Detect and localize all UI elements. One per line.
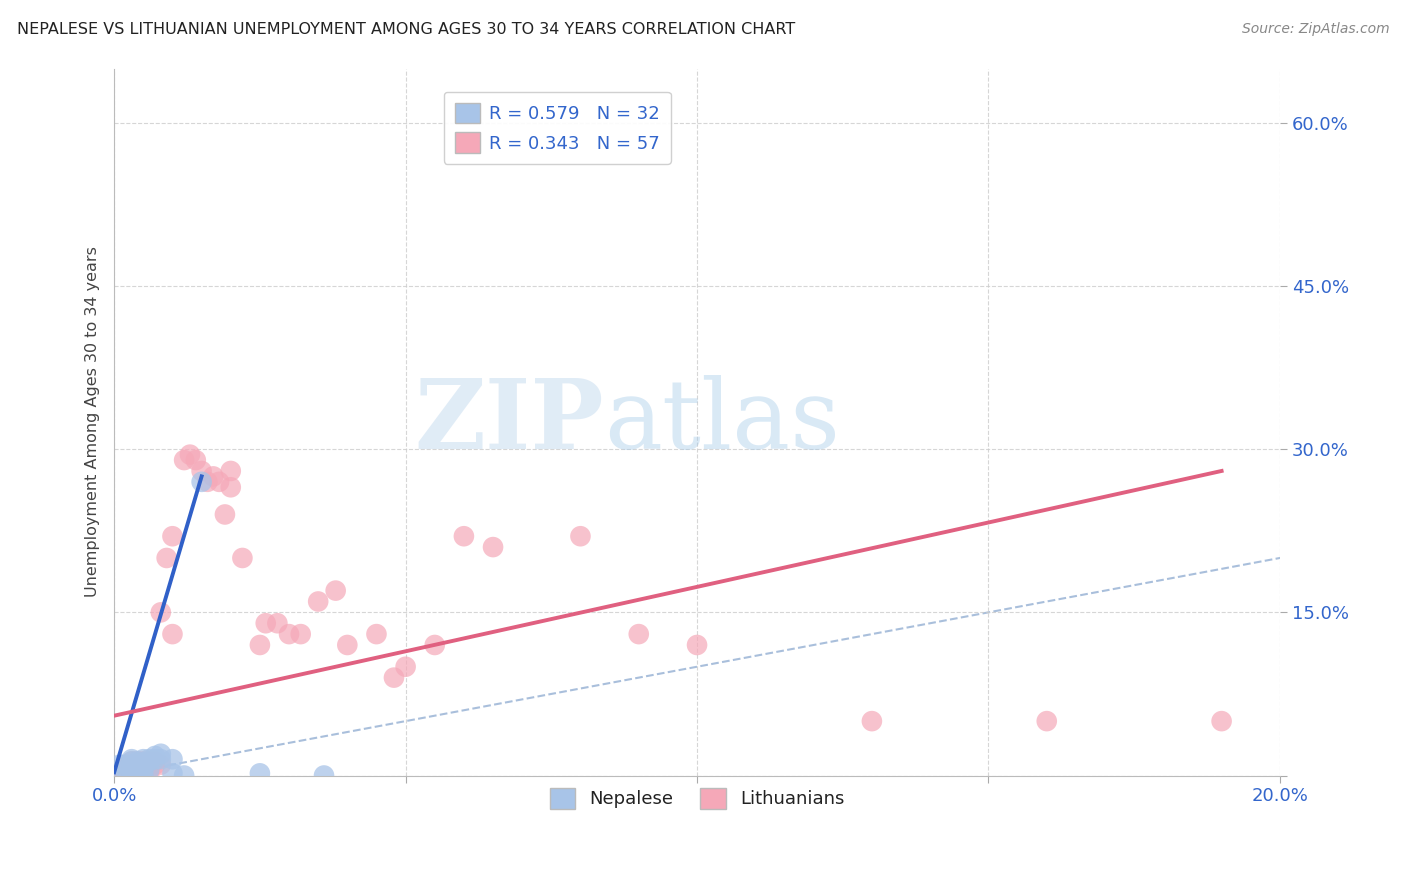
Point	[115, 768, 138, 782]
Point	[138, 763, 160, 777]
Point	[132, 756, 155, 770]
Point	[115, 757, 138, 772]
Point	[121, 755, 143, 769]
Point	[132, 768, 155, 782]
Point	[132, 757, 155, 772]
Point	[184, 453, 207, 467]
Point	[382, 671, 405, 685]
Point	[627, 627, 650, 641]
Point	[1211, 714, 1233, 728]
Point	[208, 475, 231, 489]
Point	[127, 755, 149, 769]
Point	[132, 752, 155, 766]
Point	[149, 752, 172, 766]
Point	[197, 475, 219, 489]
Point	[173, 768, 195, 782]
Text: NEPALESE VS LITHUANIAN UNEMPLOYMENT AMONG AGES 30 TO 34 YEARS CORRELATION CHART: NEPALESE VS LITHUANIAN UNEMPLOYMENT AMON…	[17, 22, 796, 37]
Point	[108, 768, 131, 782]
Point	[127, 763, 149, 777]
Point	[132, 755, 155, 769]
Point	[121, 757, 143, 772]
Point	[190, 464, 212, 478]
Point	[307, 594, 329, 608]
Point	[143, 748, 166, 763]
Text: Source: ZipAtlas.com: Source: ZipAtlas.com	[1241, 22, 1389, 37]
Point	[127, 768, 149, 782]
Point	[138, 768, 160, 782]
Point	[423, 638, 446, 652]
Point	[394, 659, 416, 673]
Point	[132, 757, 155, 772]
Point	[127, 760, 149, 774]
Point	[173, 453, 195, 467]
Point	[149, 757, 172, 772]
Point	[132, 763, 155, 777]
Legend: Nepalese, Lithuanians: Nepalese, Lithuanians	[543, 780, 852, 816]
Point	[219, 480, 242, 494]
Point	[312, 768, 335, 782]
Point	[1035, 714, 1057, 728]
Point	[138, 755, 160, 769]
Point	[162, 529, 184, 543]
Point	[482, 540, 505, 554]
Point	[219, 464, 242, 478]
Point	[290, 627, 312, 641]
Point	[162, 752, 184, 766]
Point	[686, 638, 709, 652]
Point	[121, 768, 143, 782]
Text: atlas: atlas	[603, 375, 839, 469]
Point	[249, 766, 271, 780]
Point	[231, 551, 253, 566]
Point	[132, 763, 155, 777]
Point	[121, 768, 143, 782]
Point	[278, 627, 301, 641]
Point	[202, 469, 225, 483]
Point	[149, 747, 172, 761]
Point	[121, 757, 143, 772]
Point	[143, 757, 166, 772]
Point	[190, 475, 212, 489]
Point	[127, 763, 149, 777]
Point	[149, 605, 172, 619]
Point	[860, 714, 883, 728]
Point	[162, 766, 184, 780]
Point	[249, 638, 271, 652]
Point	[127, 755, 149, 769]
Point	[569, 529, 592, 543]
Point	[127, 757, 149, 772]
Point	[121, 763, 143, 777]
Point	[143, 752, 166, 766]
Point	[143, 755, 166, 769]
Point	[115, 760, 138, 774]
Point	[366, 627, 388, 641]
Point	[254, 616, 277, 631]
Point	[121, 755, 143, 769]
Point	[103, 768, 125, 782]
Point	[127, 757, 149, 772]
Point	[132, 768, 155, 782]
Text: ZIP: ZIP	[415, 375, 603, 469]
Point	[214, 508, 236, 522]
Point	[121, 752, 143, 766]
Point	[138, 755, 160, 769]
Point	[162, 627, 184, 641]
Point	[121, 763, 143, 777]
Point	[179, 448, 201, 462]
Point	[266, 616, 288, 631]
Point	[138, 752, 160, 766]
Point	[325, 583, 347, 598]
Point	[115, 763, 138, 777]
Point	[138, 763, 160, 777]
Point	[127, 768, 149, 782]
Point	[156, 551, 179, 566]
Point	[138, 757, 160, 772]
Point	[336, 638, 359, 652]
Y-axis label: Unemployment Among Ages 30 to 34 years: Unemployment Among Ages 30 to 34 years	[86, 246, 100, 598]
Point	[453, 529, 475, 543]
Point	[108, 757, 131, 772]
